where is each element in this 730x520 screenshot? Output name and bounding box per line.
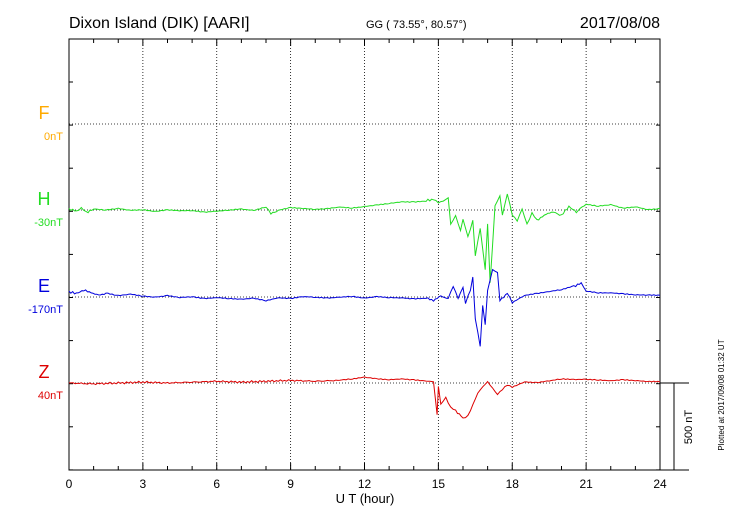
x-tick-label: 18: [506, 477, 520, 491]
plotted-timestamp: Plotted at 2017/09/08 01:32 UT: [717, 339, 726, 450]
x-tick-label: 24: [653, 477, 667, 491]
channel-baseline-h: -30nT: [34, 217, 63, 229]
station-title: Dixon Island (DIK) [AARI]: [69, 15, 250, 32]
channel-name-h: H: [38, 189, 51, 209]
channel-name-f: F: [39, 103, 50, 123]
channel-name-e: E: [38, 276, 50, 296]
x-tick-labels: 0 3 6 9 12 15 18 21 24: [66, 477, 667, 491]
data-traces: [68, 193, 661, 419]
trace-z: [69, 376, 661, 419]
x-tick-label: 9: [287, 477, 294, 491]
channel-baseline-e: -170nT: [28, 304, 63, 316]
x-tick-label: 0: [66, 477, 73, 491]
trace-h: [68, 193, 661, 283]
axis-ticks: [68, 39, 661, 471]
channel-baseline-f: 0nT: [44, 131, 63, 143]
x-tick-label: 12: [358, 477, 372, 491]
date-label: 2017/08/08: [580, 15, 660, 32]
x-tick-label: 15: [432, 477, 446, 491]
channel-baseline-z: 40nT: [38, 390, 63, 402]
channel-labels: F 0nT H -30nT E -170nT Z 40nT: [28, 103, 63, 402]
scale-bar-label: 500 nT: [683, 410, 695, 445]
x-tick-label: 6: [213, 477, 220, 491]
x-tick-label: 3: [140, 477, 147, 491]
trace-e: [68, 268, 661, 347]
x-tick-label: 21: [579, 477, 593, 491]
grid-lines: [69, 39, 660, 470]
scale-bar: 500 nT: [660, 382, 695, 471]
coordinates-label: GG ( 73.55°, 80.57°): [366, 19, 467, 31]
x-axis-label: U T (hour): [336, 491, 395, 506]
channel-name-z: Z: [39, 362, 50, 382]
